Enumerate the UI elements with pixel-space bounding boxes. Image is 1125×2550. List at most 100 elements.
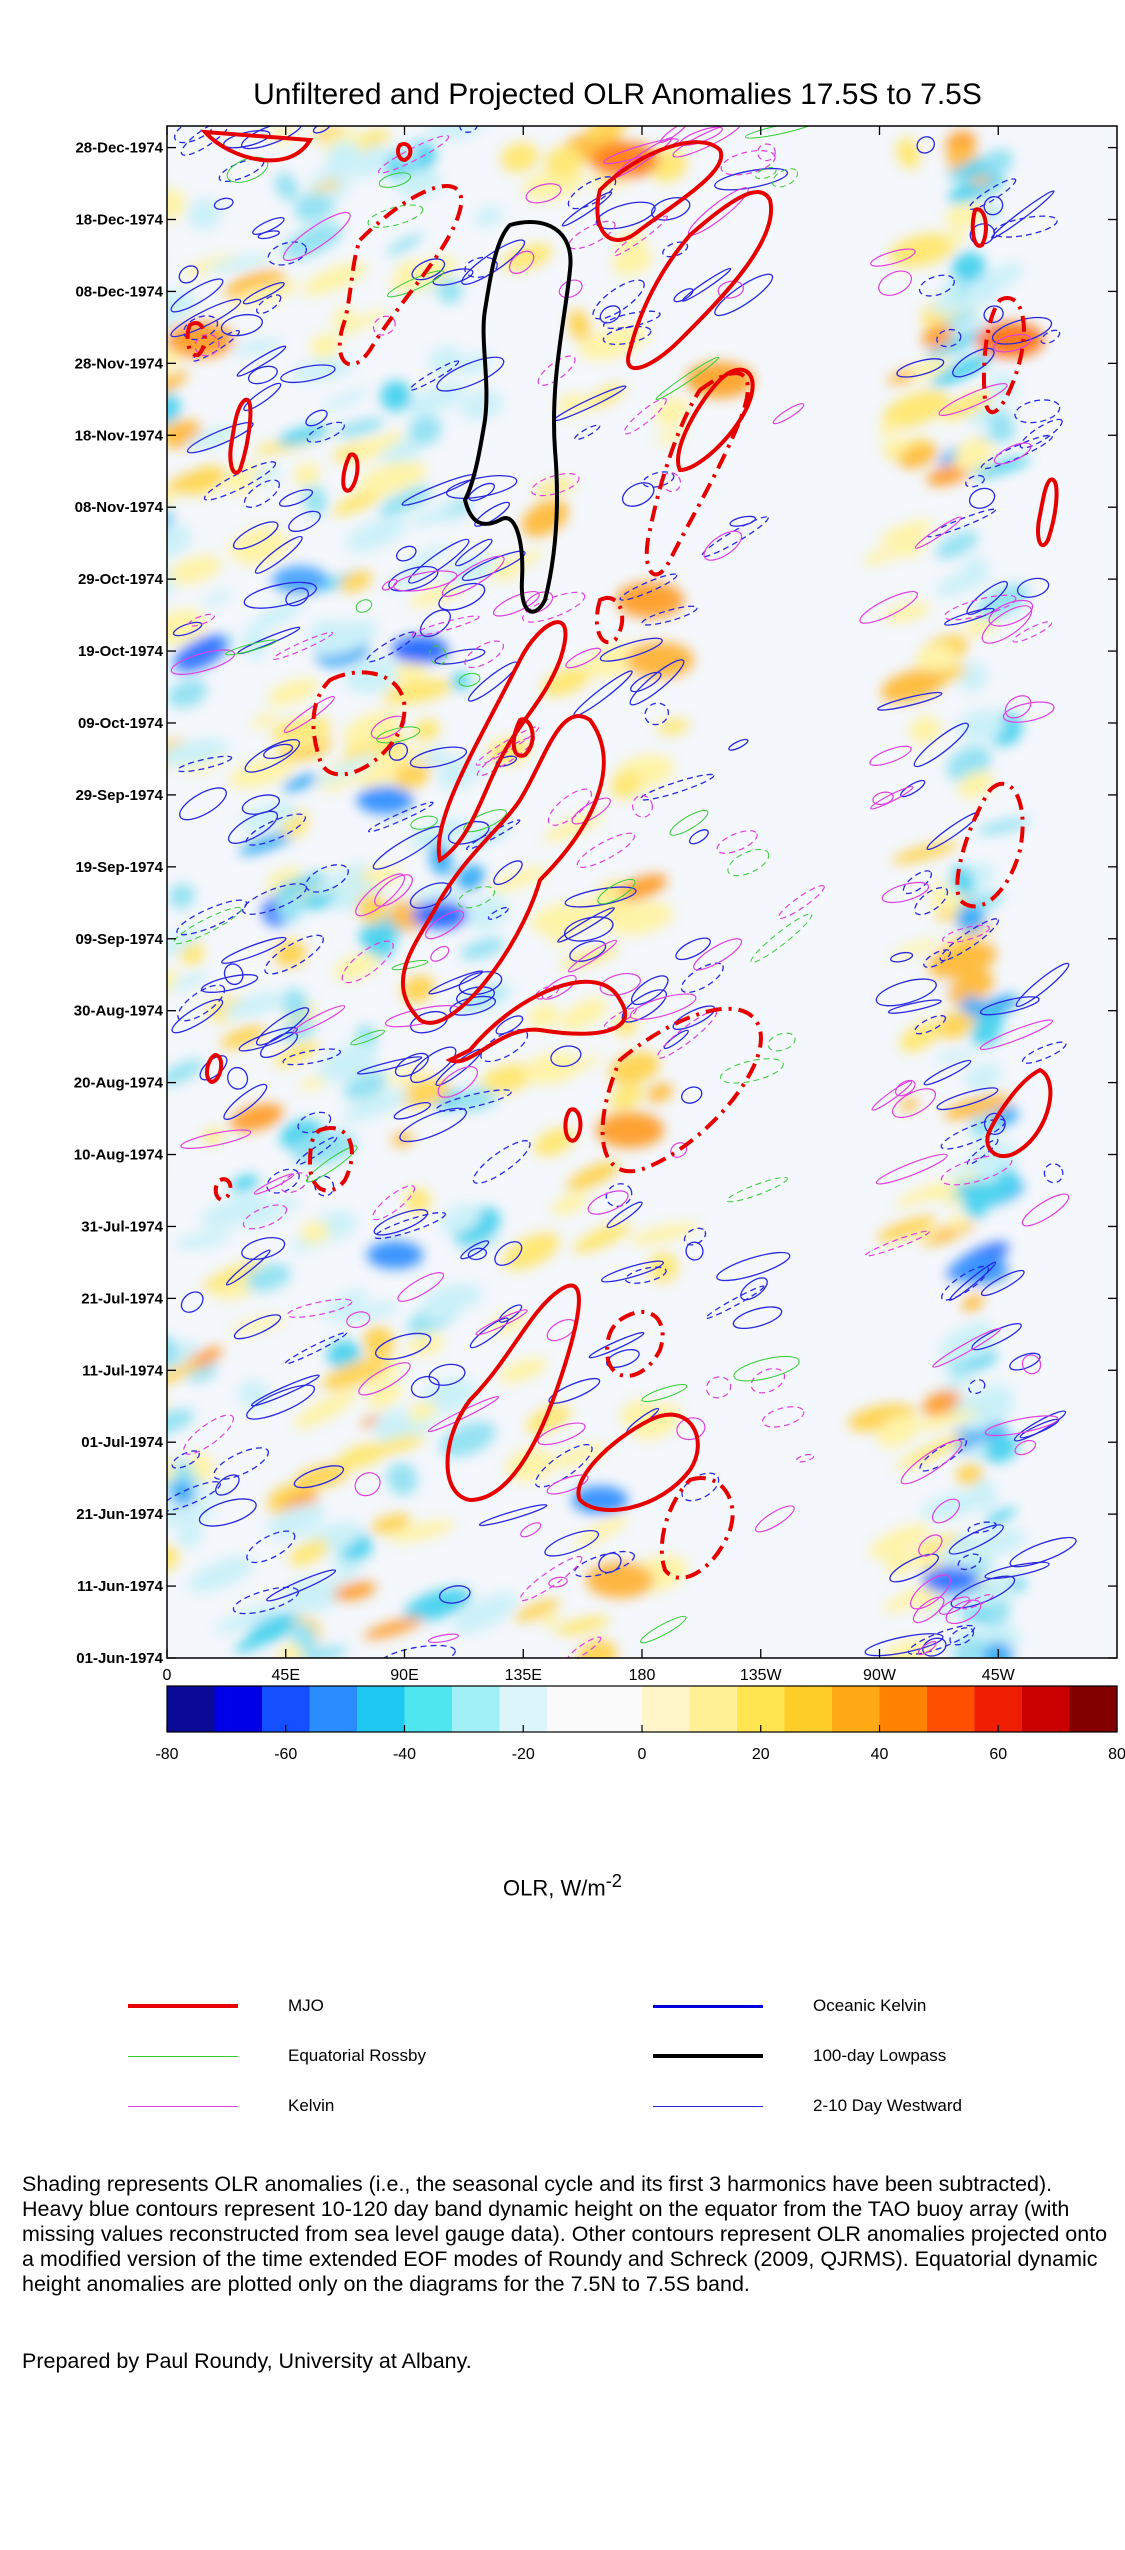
- wave-contour: [871, 1080, 913, 1111]
- wave-contour: [984, 1415, 1059, 1437]
- wave-contour: [688, 829, 709, 845]
- wave-contour: [548, 1377, 601, 1404]
- wave-contour: [312, 126, 331, 134]
- legend-item: Oceanic Kelvin: [653, 1996, 926, 2016]
- olr-blob: [293, 463, 320, 487]
- olr-blob: [220, 1025, 266, 1050]
- wave-contour: [601, 1260, 664, 1283]
- y-tick-label: 18-Dec-1974: [75, 212, 163, 229]
- wave-contour: [292, 1005, 346, 1034]
- wave-contour: [948, 1261, 997, 1301]
- wave-contour: [945, 1599, 982, 1625]
- wave-contour: [864, 1230, 931, 1257]
- wave-contour: [1040, 329, 1061, 345]
- olr-blob: [89, 166, 165, 213]
- wave-contour: [966, 1138, 999, 1166]
- wave-contour: [293, 1465, 345, 1489]
- colorbar-tick-label: 80: [1108, 1746, 1125, 1760]
- olr-blob: [455, 865, 485, 891]
- wave-contour: [918, 1534, 943, 1557]
- olr-blob: [576, 1516, 628, 1547]
- wave-contour: [192, 329, 241, 362]
- wave-contour: [1015, 962, 1070, 1008]
- olr-blob: [303, 484, 327, 516]
- y-tick-label: 29-Oct-1974: [78, 571, 164, 588]
- olr-blob: [401, 975, 435, 1003]
- wave-contour: [236, 345, 287, 377]
- wave-contour: [367, 801, 434, 833]
- wave-contour: [716, 830, 758, 854]
- olr-blob: [629, 1222, 699, 1245]
- y-tick-label: 28-Dec-1974: [75, 140, 163, 157]
- olr-warm-patch: [167, 322, 234, 358]
- legend-swatch: [653, 2054, 763, 2058]
- olr-blob: [405, 1187, 431, 1214]
- olr-blob: [610, 1084, 643, 1110]
- wave-contour: [546, 1474, 589, 1495]
- wave-contour: [381, 579, 398, 591]
- wave-contour: [993, 333, 1032, 353]
- wave-contour: [305, 409, 328, 427]
- wave-contour: [728, 738, 749, 751]
- olr-blob: [899, 1098, 919, 1111]
- mjo-contour: [595, 140, 724, 242]
- olr-blob: [203, 590, 231, 607]
- wave-contour: [458, 672, 481, 687]
- colorbar-swatch: [309, 1686, 358, 1732]
- olr-blob: [357, 892, 387, 925]
- olr-blob: [647, 1252, 679, 1283]
- wave-contour: [475, 726, 540, 766]
- wave-contour: [221, 936, 287, 964]
- olr-blob: [342, 1090, 410, 1122]
- wave-contour: [537, 1422, 586, 1446]
- olr-blob: [498, 1357, 548, 1383]
- wave-contour: [243, 479, 281, 508]
- wave-contour: [410, 1375, 440, 1399]
- wave-contour: [243, 581, 317, 609]
- legend-swatch: [128, 2055, 238, 2057]
- olr-blob: [961, 1294, 984, 1312]
- olr-blob: [290, 1621, 317, 1653]
- olr-blob: [26, 235, 67, 260]
- wave-contour: [771, 168, 799, 188]
- wave-contour: [755, 166, 777, 180]
- wave-contour: [410, 815, 438, 830]
- wave-contour: [967, 1521, 997, 1534]
- olr-blob: [339, 571, 373, 593]
- olr-blob: [167, 188, 186, 221]
- olr-blob: [951, 1389, 1014, 1409]
- wave-contour: [460, 1240, 490, 1260]
- wave-contour: [1043, 1163, 1064, 1184]
- olr-blob: [229, 757, 295, 788]
- wave-contour: [717, 280, 744, 299]
- wave-contour: [576, 832, 636, 868]
- wave-contour: [938, 1596, 970, 1615]
- olr-blob: [615, 874, 668, 902]
- figure-caption: Shading represents OLR anomalies (i.e., …: [22, 2172, 1108, 2296]
- olr-blob: [167, 524, 192, 557]
- wave-contour: [468, 482, 496, 502]
- olr-blob: [334, 418, 385, 437]
- wave-contour: [693, 938, 743, 971]
- wave-contour: [223, 129, 271, 149]
- credit-line: Prepared by Paul Roundy, University at A…: [22, 2349, 472, 2373]
- olr-blob: [207, 254, 272, 273]
- wave-contour: [256, 294, 282, 315]
- olr-blob: [177, 1526, 203, 1548]
- wave-contour: [1016, 577, 1050, 598]
- x-tick-label: 90E: [390, 1667, 418, 1684]
- colorbar-swatch: [832, 1686, 881, 1732]
- wave-contour: [183, 1414, 234, 1455]
- olr-blob: [244, 1197, 299, 1228]
- wave-contour: [474, 501, 511, 527]
- legend-swatch: [653, 2105, 763, 2107]
- olr-blob: [187, 1556, 254, 1593]
- olr-blob: [133, 1448, 165, 1483]
- olr-blob: [612, 245, 653, 276]
- wave-contour: [630, 671, 662, 693]
- wave-contour: [944, 607, 995, 626]
- olr-blob: [391, 1132, 414, 1147]
- wave-contour: [859, 591, 919, 624]
- wave-contour: [870, 248, 916, 267]
- y-tick-label: 19-Oct-1974: [78, 643, 164, 660]
